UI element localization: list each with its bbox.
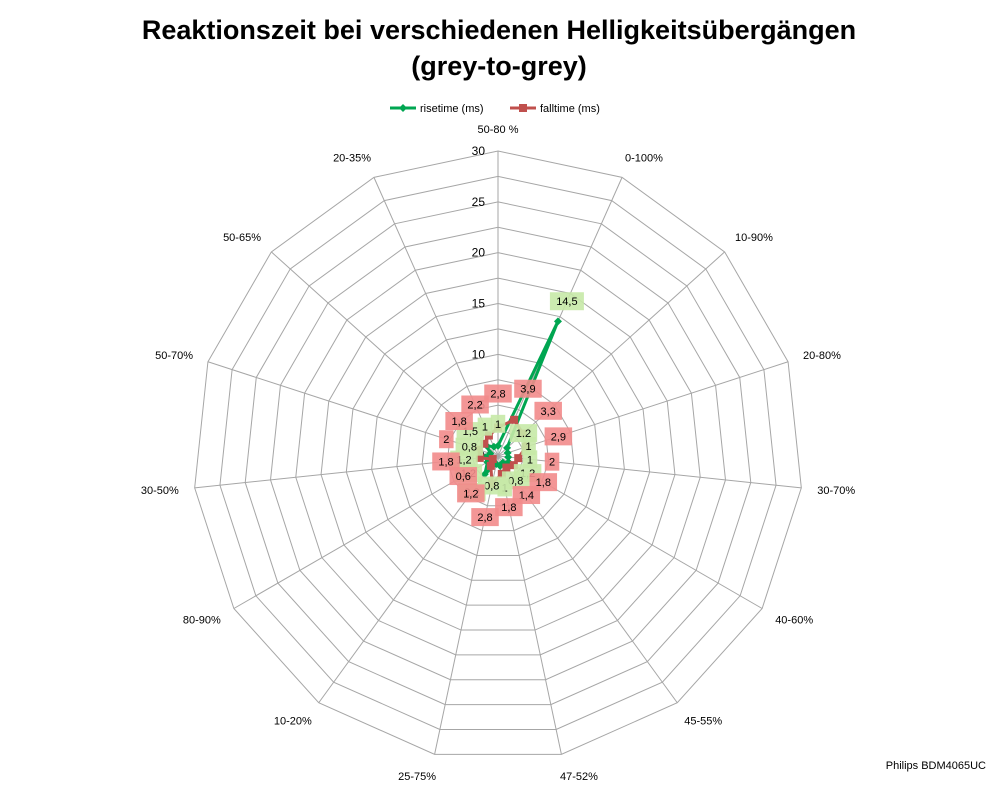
data-label-box xyxy=(490,414,506,433)
fall-marker xyxy=(475,453,484,462)
data-label-box xyxy=(455,437,484,456)
chart-title-line2: (grey-to-grey) xyxy=(411,51,587,81)
data-label: 1,2 xyxy=(463,488,478,500)
data-label-box xyxy=(484,384,512,403)
data-label: 1 xyxy=(495,419,501,431)
category-label: 30-70% xyxy=(817,485,855,497)
fall-marker xyxy=(488,455,497,464)
data-label-box xyxy=(544,452,560,471)
data-label-box xyxy=(445,412,473,431)
category-label: 25-75% xyxy=(398,771,436,783)
data-label-box xyxy=(461,395,489,414)
grid-ring xyxy=(244,201,752,706)
legend-label: risetime (ms) xyxy=(420,103,484,115)
data-label-box xyxy=(549,292,584,311)
data-label: 2,8 xyxy=(477,512,492,524)
footnote: Philips BDM4065UC xyxy=(885,760,986,772)
grid-spoke xyxy=(497,251,725,457)
data-label-box xyxy=(471,508,499,527)
data-label: 2 xyxy=(443,434,449,446)
legend-label: falltime (ms) xyxy=(540,103,600,115)
data-label-box xyxy=(544,427,573,446)
grid-ring xyxy=(219,175,777,730)
category-label: 80-90% xyxy=(183,615,221,627)
rise-marker xyxy=(480,470,489,479)
fall-marker xyxy=(510,415,519,424)
data-label: 3,9 xyxy=(520,384,535,396)
rise-marker xyxy=(503,443,512,452)
grid-ring xyxy=(295,252,701,656)
data-label: 2,8 xyxy=(490,389,505,401)
data-label-box xyxy=(439,430,454,449)
radial-tick-label: 10 xyxy=(472,347,486,361)
category-label: 50-65% xyxy=(223,232,261,244)
fall-marker xyxy=(480,439,489,448)
legend-marker xyxy=(399,104,407,112)
radial-tick-label: 20 xyxy=(472,246,486,260)
data-label: 1 xyxy=(527,454,533,466)
data-label-box xyxy=(534,401,562,420)
fall-marker xyxy=(497,469,506,478)
data-label: 2,2 xyxy=(467,400,482,412)
radar-grid: 05101520253050-80 %0-100%10-90%20-80%30-… xyxy=(141,124,855,783)
grid-ring xyxy=(421,379,575,532)
radial-tick-label: 30 xyxy=(472,144,486,158)
radial-tick-label: 25 xyxy=(472,195,486,209)
fall-marker xyxy=(502,463,511,472)
data-label: 2 xyxy=(549,457,555,469)
category-label: 45-55% xyxy=(684,716,722,728)
grid-ring xyxy=(269,226,727,681)
data-labels: 114,51,2111,20,810,82,21,21,20,81,512,83… xyxy=(432,292,584,527)
rise-marker xyxy=(489,442,498,451)
rise-marker xyxy=(553,317,562,326)
fall-marker xyxy=(509,461,518,470)
grid-spoke xyxy=(434,455,499,755)
data-label: 1 xyxy=(526,441,532,453)
grid-spoke xyxy=(497,177,623,457)
data-label: 1,8 xyxy=(501,502,516,514)
data-label: 14,5 xyxy=(556,296,577,308)
chart-title: Reaktionszeit bei verschiedenen Helligke… xyxy=(0,12,998,84)
data-label-box xyxy=(495,498,523,517)
grid-spoke xyxy=(207,361,499,457)
data-label-box xyxy=(449,467,478,486)
data-label: 1,2 xyxy=(456,455,471,467)
category-label: 20-80% xyxy=(803,350,841,362)
grid-ring xyxy=(194,150,802,755)
data-label: 0,8 xyxy=(484,480,499,492)
data-label: 1,8 xyxy=(451,416,466,428)
data-label: 3,3 xyxy=(541,406,556,418)
data-label-box xyxy=(514,379,542,398)
data-label-box xyxy=(477,417,493,436)
radial-tick-label: 15 xyxy=(472,297,486,311)
category-label: 47-52% xyxy=(560,771,598,783)
category-label: 10-20% xyxy=(274,716,312,728)
data-label: 0,6 xyxy=(456,471,471,483)
data-label: 1 xyxy=(482,422,488,434)
fall-marker xyxy=(486,461,495,470)
category-label: 10-90% xyxy=(735,232,773,244)
fall-marker xyxy=(514,454,523,463)
data-label: 0,8 xyxy=(462,442,477,454)
data-label-box xyxy=(457,484,485,503)
grid-ring xyxy=(345,302,651,606)
legend-marker xyxy=(519,104,527,112)
chart-title-line1: Reaktionszeit bei verschiedenen Helligke… xyxy=(141,15,857,45)
category-label: 50-70% xyxy=(155,350,193,362)
data-label: 1,8 xyxy=(438,456,453,468)
category-label: 50-80 % xyxy=(478,124,519,136)
category-label: 30-50% xyxy=(141,485,179,497)
grid-ring xyxy=(371,328,625,581)
data-label-box xyxy=(432,452,460,471)
rise-marker xyxy=(504,453,513,462)
category-label: 40-60% xyxy=(775,615,813,627)
data-label-box xyxy=(522,450,538,469)
category-label: 0-100% xyxy=(625,152,663,164)
grid-ring xyxy=(320,277,676,631)
grid-ring xyxy=(396,353,600,556)
legend: risetime (ms) falltime (ms) xyxy=(390,103,600,115)
data-label: 2,9 xyxy=(551,431,566,443)
category-label: 20-35% xyxy=(333,152,371,164)
